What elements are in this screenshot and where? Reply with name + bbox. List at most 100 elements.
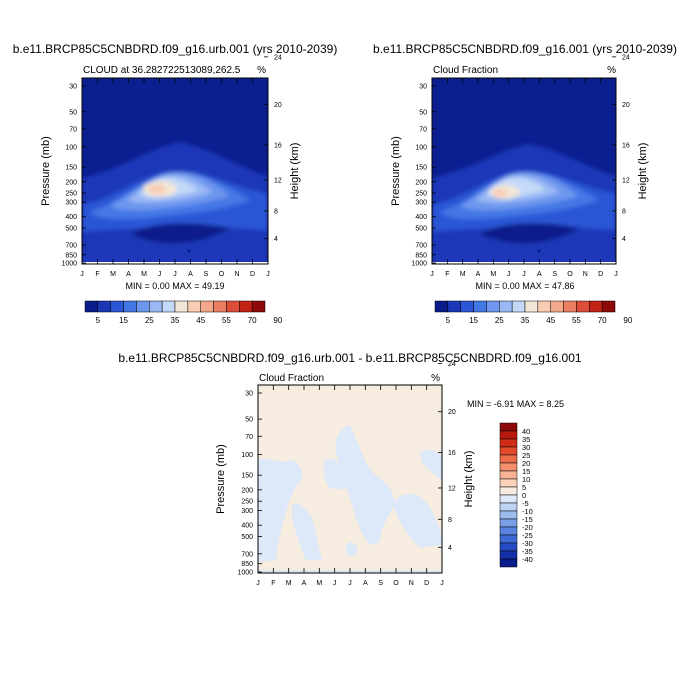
- x-tick-label: M: [110, 271, 116, 278]
- panel-2-minmax: MIN = 0.00 MAX = 47.86: [475, 281, 574, 291]
- colorbar-box: [447, 300, 461, 313]
- colorbar-label: -40: [522, 555, 533, 564]
- colorbar-box: [123, 300, 137, 313]
- colorbar-label: -10: [522, 507, 533, 516]
- panel-2-y-axis-right: 24 20 16 12 8 4: [612, 54, 630, 243]
- y-tick-label: 500: [241, 534, 253, 541]
- panel-3-ylabel-right: Height (km): [463, 451, 475, 508]
- panel-2-units: %: [607, 65, 616, 76]
- colorbar-box: [576, 300, 590, 313]
- colorbar-label: 5: [446, 316, 451, 325]
- colorbar-box: [213, 300, 227, 313]
- panel-1-subtitle: CLOUD at 36.282722513089,262.5: [83, 65, 241, 76]
- panel-1-ylabel: Pressure (mb): [40, 136, 52, 206]
- colorbar-box: [434, 300, 449, 313]
- colorbar-box: [499, 486, 518, 496]
- panel-1-units: %: [257, 65, 266, 76]
- colorbar-label: 15: [119, 316, 128, 325]
- y-tick-label: 50: [69, 109, 77, 116]
- colorbar-box: [486, 300, 500, 313]
- panel-1-field: [82, 78, 268, 264]
- panel-1-title: b.e11.BRCP85C5CNBDRD.f09_g16.urb.001 (yr…: [13, 42, 338, 56]
- panel-3-y-axis: 30 50 70 100 150 200 250 300 400 500 700 850 1000: [237, 391, 262, 577]
- colorbar-box: [499, 478, 518, 488]
- panel-2-subtitle: Cloud Fraction: [433, 65, 498, 76]
- x-tick-label: M: [490, 271, 496, 278]
- panel-2-ylabel: Pressure (mb): [390, 136, 402, 206]
- y-tick-label: 200: [65, 179, 77, 186]
- y-tick-label: 400: [415, 214, 427, 221]
- x-tick-label: N: [583, 271, 588, 278]
- panel-1-minmax: MIN = 0.00 MAX = 49.19: [125, 281, 224, 291]
- colorbar-label: 90: [273, 316, 282, 325]
- colorbar-label: -5: [522, 499, 529, 508]
- colorbar-label: 30: [522, 443, 530, 452]
- panel-1-y-axis-right: 24 20 16 12 8 4: [264, 54, 282, 243]
- y-right-tick-label: 20: [274, 102, 282, 109]
- panel-1-y-axis: 30 50 70 100 150 200 250 300 400 500 700 850 1000: [61, 84, 86, 268]
- colorbar-label: 20: [522, 459, 530, 468]
- x-tick-label: J: [266, 271, 270, 278]
- panel-2-colorbar: [434, 300, 616, 313]
- y-tick-label: 70: [245, 434, 253, 441]
- y-tick-label: 100: [415, 144, 427, 151]
- x-tick-label: A: [126, 271, 131, 278]
- x-tick-label: D: [424, 580, 429, 587]
- panel-1-colorbar: [84, 300, 266, 313]
- x-tick-label: J: [158, 271, 162, 278]
- colorbar-label: 35: [521, 316, 530, 325]
- colorbar-box: [499, 422, 518, 432]
- x-tick-label: M: [460, 271, 466, 278]
- panel-1-colorbar-labels: 5 15 25 35 45 55 70 90: [96, 316, 283, 325]
- y-tick-label: 500: [65, 226, 77, 233]
- x-tick-label: J: [173, 271, 177, 278]
- colorbar-label: -30: [522, 539, 533, 548]
- colorbar-box: [499, 470, 518, 480]
- colorbar-label: 70: [598, 316, 607, 325]
- y-right-tick-label: 24: [448, 361, 456, 368]
- x-tick-label: M: [141, 271, 147, 278]
- x-tick-label: O: [393, 580, 399, 587]
- colorbar-label: 55: [572, 316, 581, 325]
- y-right-tick-label: 4: [622, 236, 626, 243]
- colorbar-label: 25: [145, 316, 154, 325]
- panel-3-colorbar: [499, 422, 518, 568]
- panel-2-y-axis: 30 50 70 100 150 200 250 300 400 500 700 850 1000: [411, 84, 436, 268]
- colorbar-box: [537, 300, 551, 313]
- colorbar-box: [97, 300, 111, 313]
- y-right-tick-label: 24: [622, 54, 630, 61]
- x-tick-label: J: [80, 271, 84, 278]
- x-tick-label: J: [440, 580, 444, 587]
- y-right-tick-label: 8: [274, 208, 278, 215]
- colorbar-box: [499, 550, 518, 560]
- y-tick-label: 30: [245, 391, 253, 398]
- colorbar-label: 5: [96, 316, 101, 325]
- colorbar-label: 15: [469, 316, 478, 325]
- colorbar-box: [499, 430, 518, 440]
- y-tick-label: 70: [419, 126, 427, 133]
- y-tick-label: 100: [241, 452, 253, 459]
- panel-2-field: [432, 78, 616, 264]
- panel-3-subtitle: Cloud Fraction: [259, 373, 324, 384]
- y-tick-label: 200: [241, 487, 253, 494]
- y-tick-label: 850: [241, 561, 253, 568]
- panel-2-ylabel-right: Height (km): [637, 143, 649, 200]
- colorbar-box: [499, 300, 513, 313]
- colorbar-box: [499, 454, 518, 464]
- colorbar-label: 35: [522, 435, 530, 444]
- colorbar-box: [460, 300, 474, 313]
- y-tick-label: 1000: [237, 570, 253, 577]
- panel-3-ylabel: Pressure (mb): [215, 444, 227, 514]
- x-tick-label: J: [614, 271, 618, 278]
- colorbar-box: [239, 300, 253, 313]
- y-tick-label: 850: [65, 252, 77, 259]
- x-tick-label: J: [333, 580, 337, 587]
- x-tick-label: N: [409, 580, 414, 587]
- colorbar-box: [499, 526, 518, 536]
- colorbar-label: 10: [522, 475, 530, 484]
- y-tick-label: 150: [415, 165, 427, 172]
- x-tick-label: S: [552, 271, 557, 278]
